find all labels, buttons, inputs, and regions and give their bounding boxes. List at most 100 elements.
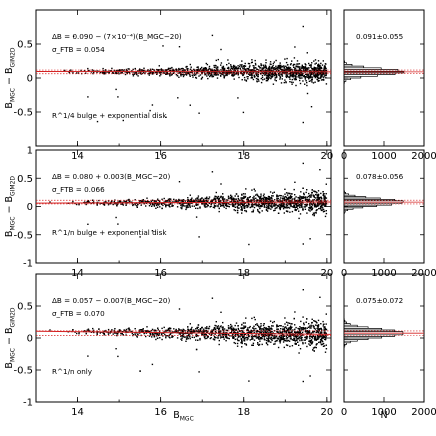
scatter-point bbox=[310, 66, 312, 68]
scatter-point bbox=[219, 205, 222, 207]
scatter-point bbox=[151, 230, 154, 232]
scatter-point bbox=[266, 210, 269, 212]
scatter-point bbox=[318, 335, 320, 337]
scatter-point bbox=[265, 200, 268, 202]
scatter-point bbox=[190, 328, 192, 330]
x-tick-label: 18 bbox=[237, 151, 250, 162]
scatter-point bbox=[267, 206, 269, 208]
scatter-point bbox=[276, 328, 278, 330]
scatter-point bbox=[317, 338, 319, 340]
scatter-point bbox=[255, 70, 257, 72]
scatter-point bbox=[264, 197, 267, 199]
scatter-point bbox=[213, 328, 215, 331]
scatter-point bbox=[299, 198, 301, 200]
scatter-point bbox=[232, 205, 234, 207]
scatter-point bbox=[112, 333, 114, 335]
scatter-point bbox=[275, 336, 277, 338]
scatter-point bbox=[221, 326, 223, 329]
scatter-point bbox=[265, 80, 268, 82]
scatter-point bbox=[275, 65, 277, 67]
scatter-point bbox=[149, 332, 152, 335]
scatter-point bbox=[302, 334, 304, 336]
scatter-point bbox=[218, 203, 220, 205]
scatter-point bbox=[322, 337, 324, 339]
scatter-point bbox=[271, 66, 273, 68]
scatter-point bbox=[215, 205, 217, 207]
scatter-point bbox=[156, 73, 158, 75]
scatter-point bbox=[255, 72, 257, 74]
scatter-point bbox=[292, 206, 295, 208]
scatter-point bbox=[148, 205, 151, 207]
scatter-point bbox=[203, 200, 205, 202]
scatter-point bbox=[291, 202, 294, 204]
scatter-point bbox=[195, 203, 197, 206]
scatter-point bbox=[91, 69, 94, 71]
scatter-point bbox=[320, 79, 323, 81]
scatter-point bbox=[259, 207, 261, 210]
scatter-point bbox=[134, 334, 137, 336]
scatter-point bbox=[137, 203, 139, 206]
scatter-point bbox=[289, 325, 292, 327]
scatter-point bbox=[268, 68, 270, 70]
scatter-point bbox=[265, 203, 267, 205]
scatter-point bbox=[84, 70, 86, 72]
scatter-point bbox=[298, 328, 300, 330]
scatter-point bbox=[299, 82, 302, 85]
scatter-point bbox=[298, 205, 300, 207]
scatter-point bbox=[308, 207, 311, 209]
scatter-point bbox=[307, 200, 309, 202]
scatter-point bbox=[280, 195, 282, 197]
scatter-point bbox=[317, 194, 320, 197]
scatter-point bbox=[115, 71, 117, 74]
sigma-annotation: σ_FTB = 0.070 bbox=[52, 309, 105, 318]
scatter-point bbox=[87, 70, 90, 72]
scatter-point bbox=[284, 58, 286, 60]
scatter-point bbox=[253, 331, 255, 333]
scatter-point bbox=[256, 324, 259, 326]
scatter-point bbox=[308, 325, 311, 327]
scatter-point bbox=[323, 68, 325, 70]
scatter-point bbox=[247, 78, 249, 80]
scatter-point bbox=[316, 194, 318, 196]
scatter-point bbox=[296, 339, 298, 341]
scatter-point bbox=[178, 67, 180, 70]
scatter-point bbox=[310, 70, 312, 72]
scatter-point bbox=[225, 329, 228, 331]
scatter-point bbox=[167, 327, 170, 330]
scatter-point bbox=[317, 199, 319, 201]
scatter-point bbox=[207, 204, 209, 207]
scatter-point bbox=[199, 329, 202, 331]
scatter-point bbox=[142, 200, 144, 202]
scatter-point bbox=[262, 198, 265, 200]
scatter-point bbox=[242, 72, 245, 74]
scatter-point bbox=[289, 333, 292, 336]
scatter-point bbox=[241, 341, 243, 343]
scatter-point bbox=[312, 349, 314, 351]
scatter-point bbox=[282, 195, 284, 197]
scatter-point bbox=[238, 65, 241, 68]
scatter-point bbox=[270, 338, 272, 340]
scatter-point bbox=[284, 323, 286, 325]
scatter-point bbox=[295, 326, 297, 329]
scatter-point bbox=[158, 334, 160, 336]
scatter-point bbox=[299, 206, 301, 209]
scatter-point bbox=[149, 334, 152, 336]
scatter-point bbox=[309, 75, 312, 77]
scatter-point bbox=[282, 202, 285, 204]
scatter-point bbox=[247, 331, 249, 333]
scatter-point bbox=[320, 76, 322, 79]
scatter-point bbox=[175, 200, 178, 203]
scatter-point bbox=[148, 72, 151, 75]
scatter-point bbox=[103, 203, 105, 206]
scatter-point bbox=[249, 200, 252, 203]
scatter-point bbox=[259, 196, 262, 198]
scatter-point bbox=[310, 73, 312, 75]
scatter-point bbox=[268, 196, 271, 198]
scatter-point bbox=[247, 68, 249, 70]
scatter-point bbox=[124, 73, 127, 76]
scatter-point bbox=[188, 203, 190, 205]
scatter-point bbox=[247, 338, 249, 340]
scatter-point bbox=[249, 206, 251, 209]
scatter-point bbox=[146, 200, 149, 202]
scatter-point bbox=[261, 70, 263, 72]
